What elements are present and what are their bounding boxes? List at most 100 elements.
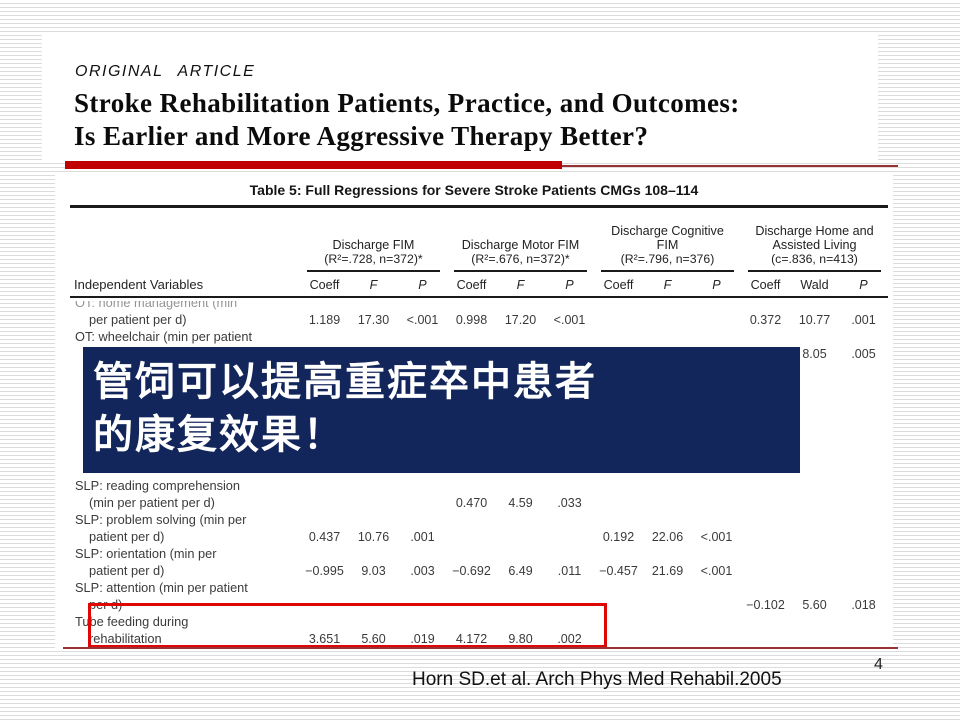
value-cell: <.001 — [553, 312, 586, 327]
callout-line1: 管饲可以提高重症卒中患者 — [93, 360, 597, 404]
column-subheader-cell: Coeff — [309, 278, 340, 292]
article-title-line2: Is Earlier and More Aggressive Therapy B… — [74, 121, 649, 151]
value-cell: 5.60 — [802, 597, 827, 612]
table-column-group-row: Discharge FIM (R²=.728, n=372)* Discharge … — [70, 214, 888, 272]
value-cell: 10.77 — [798, 312, 831, 327]
column-subheader-cell: Coeff — [750, 278, 781, 292]
value-cell: −0.995 — [305, 563, 344, 578]
table-header-rule — [70, 296, 888, 298]
table-row: OT: wheelchair (min per patient — [70, 328, 888, 345]
column-subheader-cell: F — [369, 278, 378, 292]
table-row: SLP: orientation (min per — [70, 545, 888, 562]
value-cell: 4.172 — [455, 631, 488, 646]
value-cell: .003 — [410, 563, 435, 578]
column-group-name: Discharge FIM — [332, 238, 415, 252]
column-subheader-cell: P — [418, 278, 427, 292]
row-label-cell: patient per d) — [89, 563, 165, 578]
value-cell: .005 — [851, 346, 876, 361]
column-subheader-cell: P — [712, 278, 721, 292]
column-subheader-cell: F — [663, 278, 672, 292]
row-label-cell: patient per d) — [89, 529, 165, 544]
value-cell: .001 — [410, 529, 435, 544]
column-subheader-cell: P — [565, 278, 574, 292]
row-label-cell: SLP: reading comprehension — [75, 478, 241, 493]
row-label-cell: rehabilitation — [89, 631, 162, 646]
column-group-name: Discharge Home and Assisted Living — [755, 224, 874, 252]
value-cell: −0.102 — [746, 597, 785, 612]
article-eyebrow: ORIGINAL ARTICLE — [75, 63, 256, 80]
column-subheader-cell: Wald — [800, 278, 829, 292]
journal-article-header-panel: ORIGINAL ARTICLE Stroke Rehabilitation P… — [42, 35, 878, 162]
value-cell: <.001 — [406, 312, 439, 327]
value-cell: −0.692 — [452, 563, 491, 578]
column-group-header: Discharge Cognitive FIM (R²=.796, n=376) — [594, 214, 741, 272]
column-group-stat: (R²=.796, n=376) — [620, 252, 715, 266]
red-divider-thick-bar — [65, 161, 562, 169]
value-cell: 5.60 — [361, 631, 386, 646]
table-row: rehabilitation 3.651 5.60 .019 4.172 9.80 .002 — [70, 630, 888, 647]
column-group-name: Discharge Cognitive FIM — [611, 224, 724, 252]
column-group-header-inner: Discharge FIM (R²=.728, n=372)* — [307, 238, 440, 272]
row-label-cell: (min per patient per d) — [89, 495, 215, 510]
table-row: per patient per d) 1.189 17.30 <.001 0.998 17… — [70, 311, 888, 328]
value-cell: 0.998 — [455, 312, 488, 327]
row-label-cell: OT: home management (min — [75, 301, 238, 310]
value-cell: 21.69 — [651, 563, 684, 578]
value-cell: 17.20 — [504, 312, 537, 327]
value-cell: .033 — [557, 495, 582, 510]
column-group-header: Discharge Motor FIM (R²=.676, n=372)* — [447, 214, 594, 272]
value-cell: 0.437 — [308, 529, 341, 544]
column-subheader-cell: P — [859, 278, 868, 292]
row-label-cell: SLP: attention (min per patient — [75, 580, 248, 595]
table-row: Tube feeding during — [70, 613, 888, 630]
column-group-name: Discharge Motor FIM — [461, 238, 580, 252]
column-subheader-cell: F — [516, 278, 525, 292]
row-label-cell: SLP: orientation (min per — [75, 546, 217, 561]
column-group-stat: (R²=.728, n=372)* — [324, 252, 423, 266]
column-group-header-inner: Discharge Cognitive FIM (R²=.796, n=376) — [601, 224, 734, 272]
table-row: (min per patient per d) 0.470 4.59 .033 — [70, 494, 888, 511]
table-body: OT: home management (min per patient per … — [55, 301, 893, 647]
column-group-stat: (c=.836, n=413) — [771, 252, 858, 266]
table-row: OT: home management (min — [70, 301, 888, 311]
value-cell: 8.05 — [802, 346, 827, 361]
column-subheader-cell: Coeff — [456, 278, 487, 292]
value-cell: 9.03 — [361, 563, 386, 578]
table-row: SLP: reading comprehension — [70, 477, 888, 494]
row-header: Independent Variables — [74, 277, 204, 292]
column-subheader-cell: Coeff — [603, 278, 634, 292]
value-cell: 10.76 — [357, 529, 390, 544]
page-number: 4 — [874, 656, 883, 673]
bottom-red-line — [63, 647, 898, 649]
value-cell: <.001 — [700, 563, 733, 578]
table-row: patient per d) −0.995 9.03 .003 −0.692 6.49 .0… — [70, 562, 888, 579]
table-row: per d) −0.102 5.60.018 — [70, 596, 888, 613]
table-row: 8.05 .005 — [70, 345, 888, 362]
value-cell: .001 — [851, 312, 876, 327]
value-cell: 3.651 — [308, 631, 341, 646]
row-label-cell: per patient per d) — [89, 312, 187, 327]
column-group-stat: (R²=.676, n=372)* — [471, 252, 570, 266]
article-title: Stroke Rehabilitation Patients, Practice… — [74, 87, 740, 153]
value-cell: −0.457 — [599, 563, 638, 578]
table-title: Table 5: Full Regressions for Severe Str… — [249, 182, 699, 198]
value-cell: 0.470 — [455, 495, 488, 510]
value-cell: 22.06 — [651, 529, 684, 544]
value-cell: .019 — [410, 631, 435, 646]
table-row: SLP: attention (min per patient — [70, 579, 888, 596]
callout-banner: 管饲可以提高重症卒中患者 的康复效果！ — [83, 347, 800, 473]
value-cell: 0.372 — [749, 312, 782, 327]
table-subheader-row: Independent Variables Coeff F P Coeff F P Coeff… — [70, 272, 888, 294]
value-cell: 0.192 — [602, 529, 635, 544]
column-group-header: Discharge Home and Assisted Living (c=.83… — [741, 214, 888, 272]
value-cell: 1.189 — [308, 312, 341, 327]
value-cell: <.001 — [700, 529, 733, 544]
value-cell: 9.80 — [508, 631, 533, 646]
citation: Horn SD.et al. Arch Phys Med Rehabil.200… — [412, 669, 782, 690]
column-group-header-inner: Discharge Home and Assisted Living (c=.83… — [748, 224, 881, 272]
table-top-rule — [70, 205, 888, 208]
column-group-header: Discharge FIM (R²=.728, n=372)* — [300, 214, 447, 272]
article-title-line1: Stroke Rehabilitation Patients, Practice… — [74, 88, 740, 118]
tube-feeding-highlight-box — [88, 603, 607, 648]
